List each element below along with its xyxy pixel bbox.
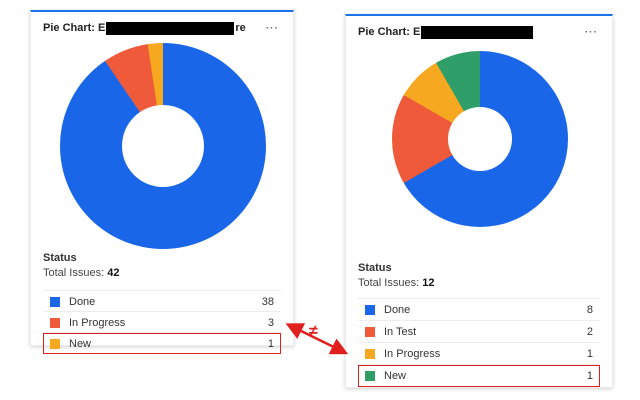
- widget-header: Pie Chart: E ⋯: [346, 16, 612, 42]
- legend-label: New: [69, 337, 92, 350]
- legend-swatch: [50, 317, 60, 328]
- pie-chart-widget-left: Pie Chart: E re ⋯ Status Total Issues: 4…: [30, 10, 294, 354]
- redaction-bar: [106, 21, 235, 35]
- widget-title: Pie Chart: E: [358, 26, 421, 38]
- total-issues-label: Total Issues:: [43, 267, 105, 279]
- status-block: Status Total Issues: 12: [358, 262, 434, 289]
- total-issues-label: Total Issues:: [358, 277, 420, 289]
- not-equal-symbol: ≠: [309, 323, 318, 340]
- donut-chart: [60, 43, 266, 249]
- donut-hole: [448, 107, 512, 171]
- legend-row: In Progress 1: [358, 343, 600, 365]
- widget-menu-button[interactable]: ⋯: [580, 25, 602, 39]
- total-issues-value: 42: [107, 267, 120, 279]
- pie-chart-widget-right: Pie Chart: E ⋯ Status Total Issues: 12 D…: [345, 14, 613, 388]
- legend-row: Done 8: [358, 299, 600, 321]
- legend: Done 38 In Progress 3 New 1: [43, 290, 281, 354]
- total-issues: Total Issues: 12: [358, 277, 434, 289]
- legend-label: In Test: [384, 326, 417, 338]
- not-equal-arrow: [285, 323, 349, 355]
- widget-header: Pie Chart: E re ⋯: [31, 12, 293, 38]
- total-issues: Total Issues: 42: [43, 267, 119, 279]
- legend-row: In Progress 3: [43, 312, 281, 333]
- legend-row: In Test 2: [358, 321, 600, 343]
- total-issues-value: 12: [422, 277, 435, 289]
- legend-swatch: [365, 349, 375, 359]
- legend-value: 38: [261, 295, 274, 308]
- legend-label: In Progress: [69, 316, 126, 329]
- legend-swatch: [365, 305, 375, 315]
- legend-value: 1: [267, 337, 274, 350]
- legend-value: 1: [586, 348, 593, 360]
- redaction-bar: [421, 25, 534, 39]
- legend-swatch: [50, 296, 60, 307]
- legend-value: 8: [586, 304, 593, 316]
- status-label: Status: [43, 252, 77, 264]
- legend-value: 3: [267, 316, 274, 329]
- legend-label: Done: [384, 304, 411, 316]
- status-label: Status: [358, 262, 392, 274]
- widget-menu-button[interactable]: ⋯: [261, 21, 283, 35]
- legend-swatch: [365, 371, 375, 381]
- legend-row: New 1: [358, 365, 600, 387]
- widget-title: Pie Chart: E: [43, 22, 106, 34]
- status-block: Status Total Issues: 42: [43, 252, 119, 279]
- legend-label: New: [384, 370, 407, 382]
- legend-row: New 1: [43, 333, 281, 354]
- legend-row: Done 38: [43, 291, 281, 312]
- legend-label: Done: [69, 295, 96, 308]
- legend-swatch: [365, 327, 375, 337]
- legend-value: 1: [586, 370, 593, 382]
- legend: Done 8 In Test 2 In Progress 1 New 1: [358, 298, 600, 387]
- widget-title-suffix: re: [235, 22, 246, 34]
- legend-label: In Progress: [384, 348, 441, 360]
- donut-hole: [122, 105, 204, 187]
- legend-value: 2: [586, 326, 593, 338]
- donut-chart: [392, 51, 568, 227]
- legend-swatch: [50, 338, 60, 349]
